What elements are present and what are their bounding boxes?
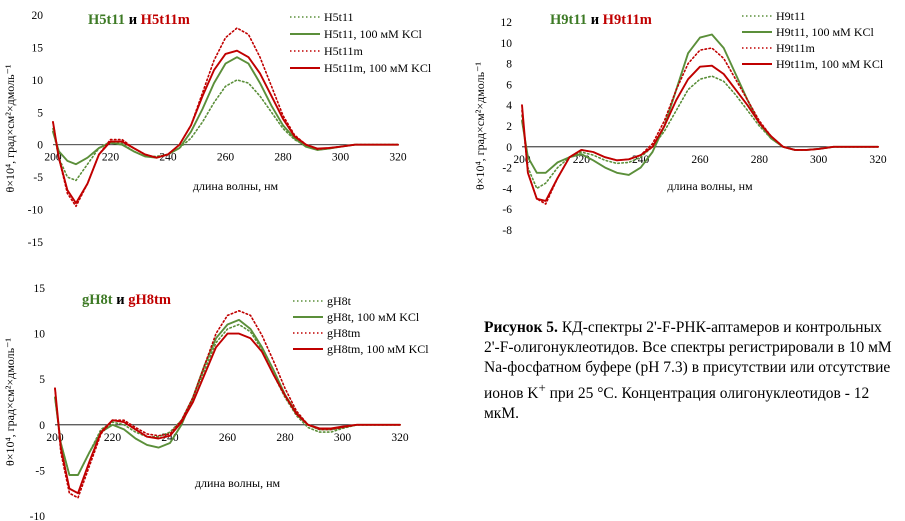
c2-series-line-4 (521, 64, 879, 202)
c1-y-tick-label: -10 (28, 205, 44, 217)
c1-title-part: H5t11m (141, 12, 190, 28)
c3-title-part: gH8t (82, 292, 113, 308)
c3-y-axis-label: θ×10⁴, град×см²×дмоль⁻¹ (3, 338, 17, 466)
c1-y-tick-label: -5 (33, 172, 43, 184)
c1-x-tick-label: 260 (217, 152, 235, 164)
c2-y-axis-label: θ×10⁴, град×см²×дмоль⁻¹ (473, 62, 487, 190)
c3-y-tick-label: 0 (39, 420, 45, 432)
c2-y-tick-label: 8 (506, 59, 512, 71)
c1-x-tick-label: 300 (332, 152, 350, 164)
c2-title-part: и (587, 12, 603, 28)
c2-x-tick-label: 260 (691, 154, 709, 166)
c2-y-tick-label: -8 (502, 225, 512, 237)
caption-sup: + (538, 380, 546, 395)
c2-y-tick-label: 10 (501, 38, 513, 50)
c3-x-tick-label: 260 (219, 432, 237, 444)
c1-x-tick-label: 220 (102, 152, 120, 164)
caption-text: КД-спектры 2'-F-РНК-аптамеров и контроль… (484, 319, 892, 403)
c3-title-part: и (113, 292, 129, 308)
caption-text-end: при 25 °C. Концентрация олигонуклеотидов… (484, 385, 870, 423)
c3-legend-label-3: gH8tm (327, 326, 361, 340)
c3-series-line-1 (54, 323, 401, 476)
c3-chart-title: gH8t и gH8tm (82, 292, 171, 308)
c2-legend-label-1: H9t11 (776, 9, 806, 23)
caption-label: Рисунок 5. (484, 319, 558, 336)
c2-y-tick-label: 6 (506, 79, 512, 91)
c1-legend-label-4: H5t11m, 100 мМ KCl (324, 61, 432, 75)
c2-y-tick-label: -4 (502, 183, 512, 195)
c1-x-tick-label: 280 (274, 152, 292, 164)
c1-legend-label-1: H5t11 (324, 10, 354, 24)
c3-legend-label-4: gH8tm, 100 мМ KCl (327, 342, 429, 356)
c2-y-tick-label: 4 (506, 100, 512, 112)
c1-series-line-4 (52, 49, 399, 205)
c1-y-tick-label: 0 (37, 140, 43, 152)
c1-legend-label-3: H5t11m (324, 44, 364, 58)
c1-legend-label-2: H5t11, 100 мМ KCl (324, 27, 422, 41)
c2-y-tick-label: -6 (502, 204, 512, 216)
figure-caption: Рисунок 5. КД-спектры 2'-F-РНК-аптамеров… (484, 318, 894, 424)
c1-chart-title: H5t11 и H5t11m (88, 12, 190, 28)
c3-title-part: gH8tm (128, 292, 171, 308)
c3-x-tick-label: 320 (391, 432, 409, 444)
c3-legend-label-2: gH8t, 100 мМ KCl (327, 310, 420, 324)
c3-series-line-4 (54, 332, 401, 495)
c1-x-axis-label: длина волны, нм (193, 179, 279, 193)
c1-y-tick-label: 20 (32, 10, 44, 22)
c3-y-tick-label: 10 (34, 329, 46, 341)
c3-y-tick-label: -10 (30, 511, 46, 521)
c2-y-tick-label: -2 (502, 163, 512, 175)
c3-x-tick-label: 220 (104, 432, 122, 444)
c1-y-tick-label: 15 (32, 42, 44, 54)
c2-legend-label-4: H9t11m, 100 мМ KCl (776, 57, 884, 71)
c3-y-tick-label: 15 (34, 283, 46, 295)
c3-x-tick-label: 280 (276, 432, 294, 444)
c3-y-tick-label: 5 (39, 374, 45, 386)
c2-x-tick-label: 280 (751, 154, 769, 166)
c2-y-tick-label: 0 (506, 142, 512, 154)
c2-title-part: H9t11m (603, 12, 652, 28)
c3-legend-label-1: gH8t (327, 294, 352, 308)
c1-title-part: H5t11 (88, 12, 125, 28)
c2-legend-label-3: H9t11m (776, 41, 816, 55)
c2-x-axis-label: длина волны, нм (667, 179, 753, 193)
c2-x-tick-label: 300 (810, 154, 828, 166)
c1-y-tick-label: 5 (37, 107, 43, 119)
c2-title-part: H9t11 (550, 12, 587, 28)
c3-x-axis-label: длина волны, нм (195, 476, 281, 490)
c2-series-line-1 (521, 75, 879, 190)
c1-x-tick-label: 320 (389, 152, 407, 164)
c1-title-part: и (125, 12, 141, 28)
c1-y-axis-label: θ×10⁴, град×см²×дмоль⁻¹ (3, 64, 17, 192)
c1-series-line-1 (52, 79, 399, 182)
c2-y-tick-label: 12 (501, 17, 513, 29)
c2-y-tick-label: 2 (506, 121, 512, 133)
c1-y-tick-label: 10 (32, 75, 44, 87)
c2-x-tick-label: 320 (869, 154, 887, 166)
c1-y-tick-label: -15 (28, 237, 44, 249)
c3-y-tick-label: -5 (35, 465, 45, 477)
c3-x-tick-label: 300 (334, 432, 352, 444)
c2-chart-title: H9t11 и H9t11m (550, 12, 652, 28)
c2-legend-label-2: H9t11, 100 мМ KCl (776, 25, 874, 39)
